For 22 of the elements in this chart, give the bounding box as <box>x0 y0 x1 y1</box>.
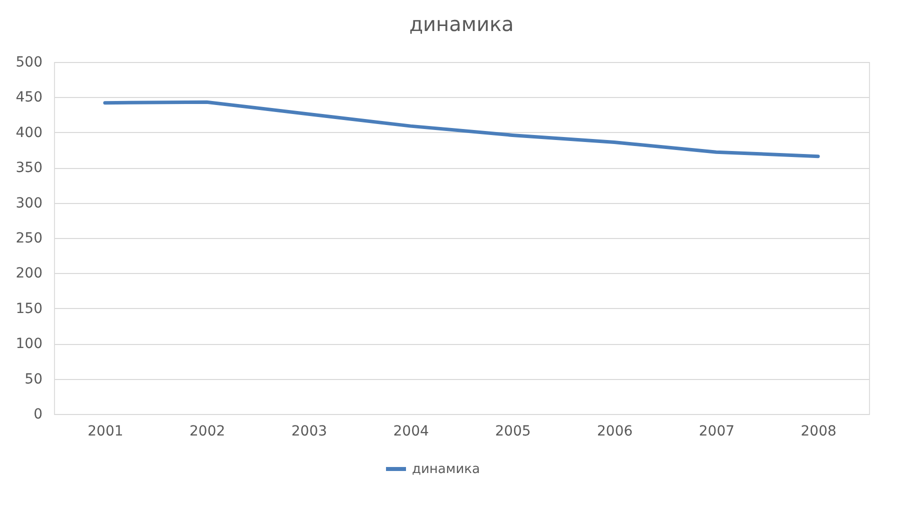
y-tick-label: 200 <box>16 266 42 282</box>
x-tick-label: 2008 <box>800 424 836 440</box>
x-tick-label: 2005 <box>495 424 531 440</box>
y-tick-label: 150 <box>16 300 42 317</box>
x-tick-label: 2007 <box>698 424 735 440</box>
y-tick-label: 450 <box>16 90 42 106</box>
legend-label: динамика <box>412 462 480 477</box>
y-tick-label: 0 <box>34 406 42 422</box>
chart-title: динамика <box>409 12 514 36</box>
y-tick-label: 250 <box>16 230 42 246</box>
line-series <box>103 100 820 158</box>
y-tick-label: 300 <box>16 195 42 212</box>
y-tick-label: 100 <box>16 336 42 352</box>
y-tick-label: 400 <box>16 124 42 141</box>
x-tick-label: 2004 <box>393 424 429 440</box>
x-tick-label: 2001 <box>88 424 124 440</box>
y-tick-label: 350 <box>16 160 42 176</box>
x-tick-label: 2002 <box>189 424 226 440</box>
x-tick-label: 2006 <box>596 424 633 440</box>
y-tick-label: 500 <box>16 54 42 70</box>
y-tick-label: 50 <box>24 371 42 388</box>
x-tick-label: 2003 <box>291 424 328 440</box>
